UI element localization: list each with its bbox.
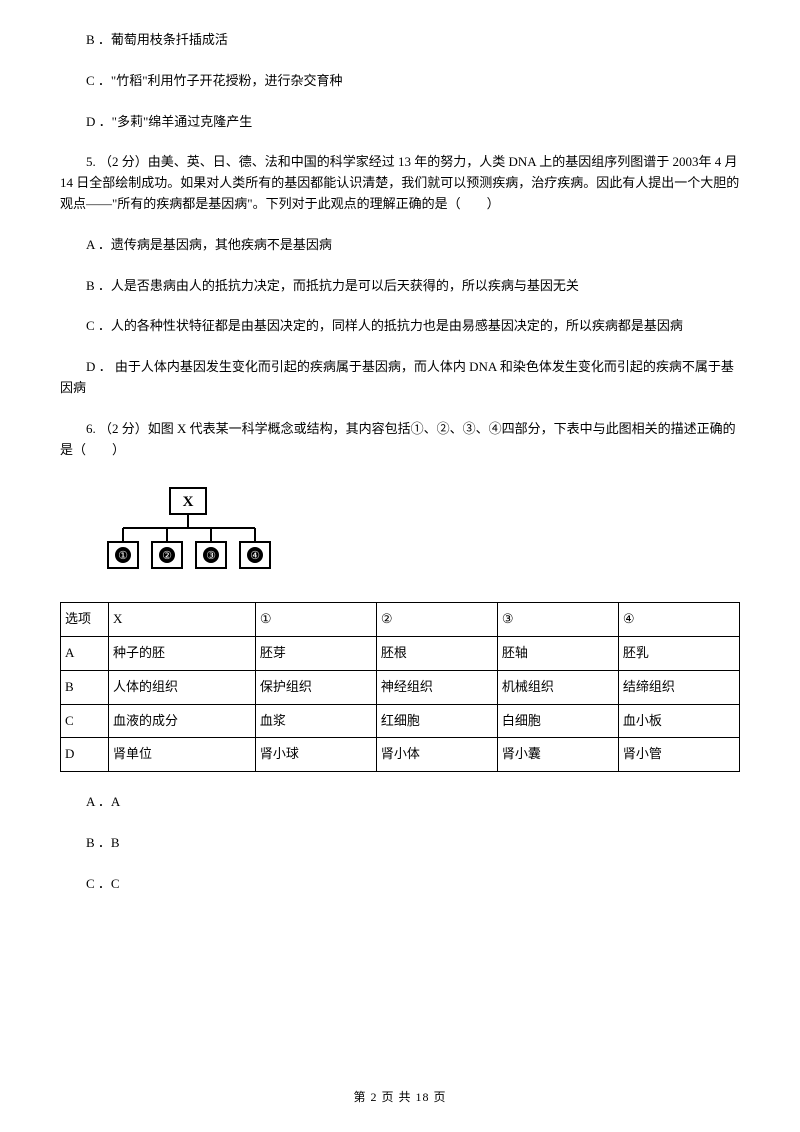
table-cell: 血液的成分 — [109, 704, 256, 738]
table-cell: 血小板 — [618, 704, 739, 738]
table-cell: 肾单位 — [109, 738, 256, 772]
table-cell: 胚芽 — [255, 636, 376, 670]
q5-option-b: B ．人是否患病由人的抵抗力决定，而抵抗力是可以后天获得的，所以疾病与基因无关 — [60, 276, 740, 297]
table-cell: 肾小管 — [618, 738, 739, 772]
table-cell: 胚乳 — [618, 636, 739, 670]
table-cell: 血浆 — [255, 704, 376, 738]
table-cell: 白细胞 — [497, 704, 618, 738]
question-5-stem: 5. （2 分）由美、英、日、德、法和中国的科学家经过 13 年的努力，人类 D… — [60, 152, 740, 214]
table-row: B人体的组织保护组织神经组织机械组织结缔组织 — [61, 670, 740, 704]
table-cell: 胚根 — [376, 636, 497, 670]
table-cell: 胚轴 — [497, 636, 618, 670]
table-cell: D — [61, 738, 109, 772]
table-header-cell: ② — [376, 603, 497, 637]
table-cell: 肾小体 — [376, 738, 497, 772]
table-row: D肾单位肾小球肾小体肾小囊肾小管 — [61, 738, 740, 772]
table-header-cell: ③ — [497, 603, 618, 637]
table-cell: 肾小囊 — [497, 738, 618, 772]
q6-option-c: C ．C — [60, 874, 740, 895]
table-row: A种子的胚胚芽胚根胚轴胚乳 — [61, 636, 740, 670]
svg-text:②: ② — [162, 550, 172, 562]
table-cell: 神经组织 — [376, 670, 497, 704]
q5-option-a: A ．遗传病是基因病，其他疾病不是基因病 — [60, 235, 740, 256]
table-header-cell: X — [109, 603, 256, 637]
q6-option-b: B ．B — [60, 833, 740, 854]
option-b-q4: B ．葡萄用枝条扦插成活 — [60, 30, 740, 51]
page-footer: 第 2 页 共 18 页 — [0, 1088, 800, 1107]
table-cell: 保护组织 — [255, 670, 376, 704]
question-6-stem: 6. （2 分）如图 X 代表某一科学概念或结构，其内容包括①、②、③、④四部分… — [60, 419, 740, 461]
table-cell: 结缔组织 — [618, 670, 739, 704]
table-cell: 机械组织 — [497, 670, 618, 704]
table-cell: 种子的胚 — [109, 636, 256, 670]
table-row: C血液的成分血浆红细胞白细胞血小板 — [61, 704, 740, 738]
table-cell: B — [61, 670, 109, 704]
table-cell: 人体的组织 — [109, 670, 256, 704]
table-header-cell: ① — [255, 603, 376, 637]
svg-text:①: ① — [118, 550, 128, 562]
table-cell: A — [61, 636, 109, 670]
svg-text:③: ③ — [206, 550, 216, 562]
q5-option-c: C ．人的各种性状特征都是由基因决定的，同样人的抵抗力也是由易感基因决定的，所以… — [60, 316, 740, 337]
table-cell: 肾小球 — [255, 738, 376, 772]
table-cell: 红细胞 — [376, 704, 497, 738]
svg-text:X: X — [183, 494, 194, 510]
table-cell: C — [61, 704, 109, 738]
option-c-q4: C ．"竹稻"利用竹子开花授粉，进行杂交育种 — [60, 71, 740, 92]
svg-text:④: ④ — [250, 550, 260, 562]
table-header-cell: 选项 — [61, 603, 109, 637]
table-header-cell: ④ — [618, 603, 739, 637]
option-d-q4: D ．"多莉"绵羊通过克隆产生 — [60, 112, 740, 133]
tree-diagram: X ① ② ③ ④ — [90, 480, 740, 587]
q5-option-d: D ． 由于人体内基因发生变化而引起的疾病属于基因病，而人体内 DNA 和染色体… — [60, 357, 740, 399]
q6-table: 选项X①②③④A种子的胚胚芽胚根胚轴胚乳B人体的组织保护组织神经组织机械组织结缔… — [60, 602, 740, 772]
q6-option-a: A ．A — [60, 792, 740, 813]
